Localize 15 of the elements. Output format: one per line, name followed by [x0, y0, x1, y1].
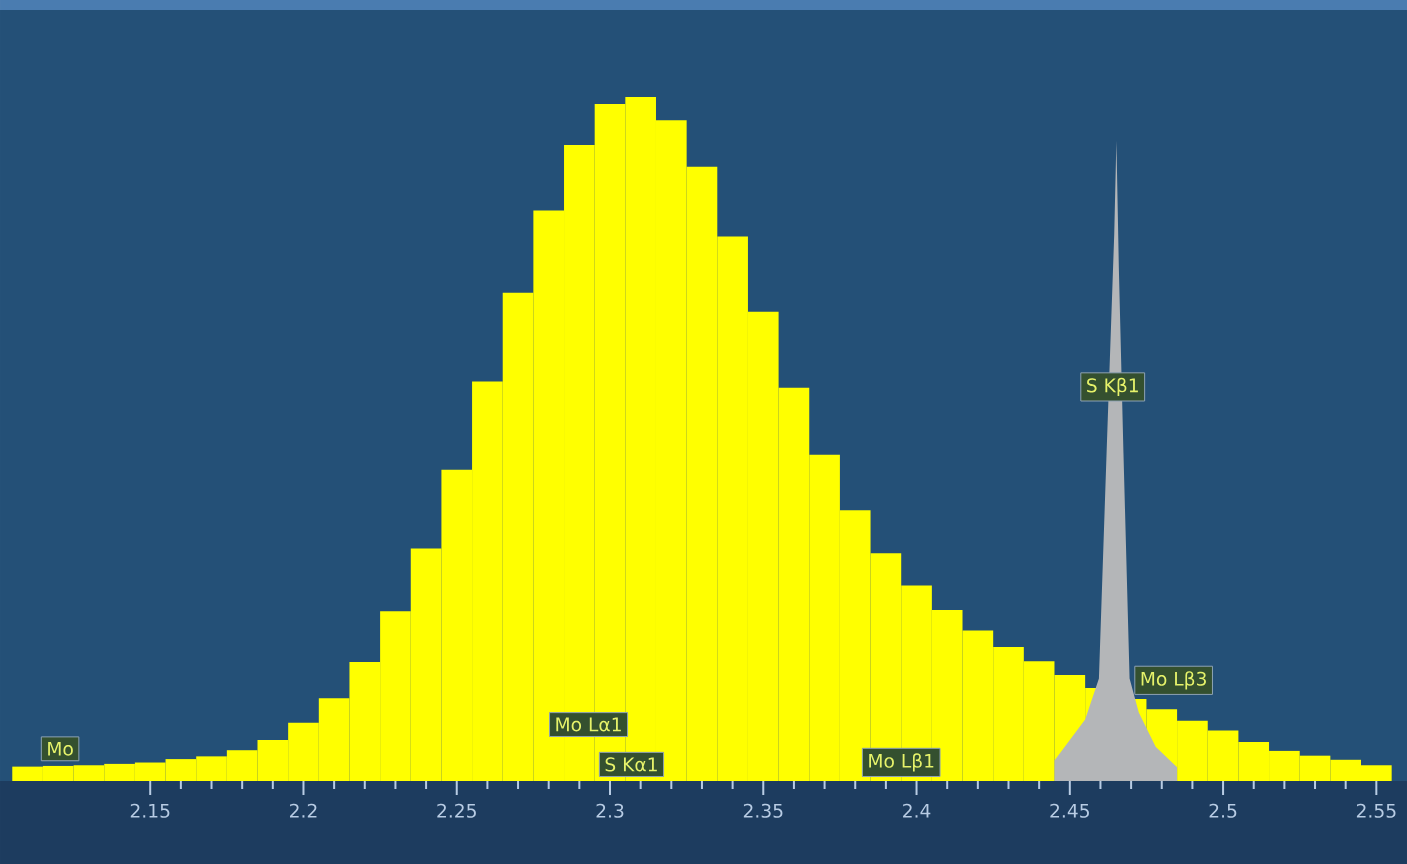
x-tick-label: 2.45 [1050, 803, 1089, 818]
x-tick-label: 2.15 [130, 803, 170, 818]
x-tick-label: 2.55 [1356, 803, 1396, 818]
x-tick-label: 2.4 [903, 803, 931, 818]
x-tick-label: 2.25 [437, 803, 476, 818]
x-tick-label: 2.5 [1209, 803, 1237, 818]
annotation: Mo [48, 741, 73, 756]
annotation: S Kβ1 [1087, 377, 1138, 397]
x-tick-label: 2.35 [743, 803, 783, 818]
x-tick-label: 2.3 [596, 803, 624, 818]
annotation: S Kα1 [605, 757, 657, 772]
annotation: Mo Lβ3 [1141, 671, 1206, 690]
annotation: Mo Lα1 [556, 717, 621, 732]
annotation: Mo Lβ1 [869, 753, 934, 772]
x-tick-label: 2.2 [289, 803, 317, 818]
